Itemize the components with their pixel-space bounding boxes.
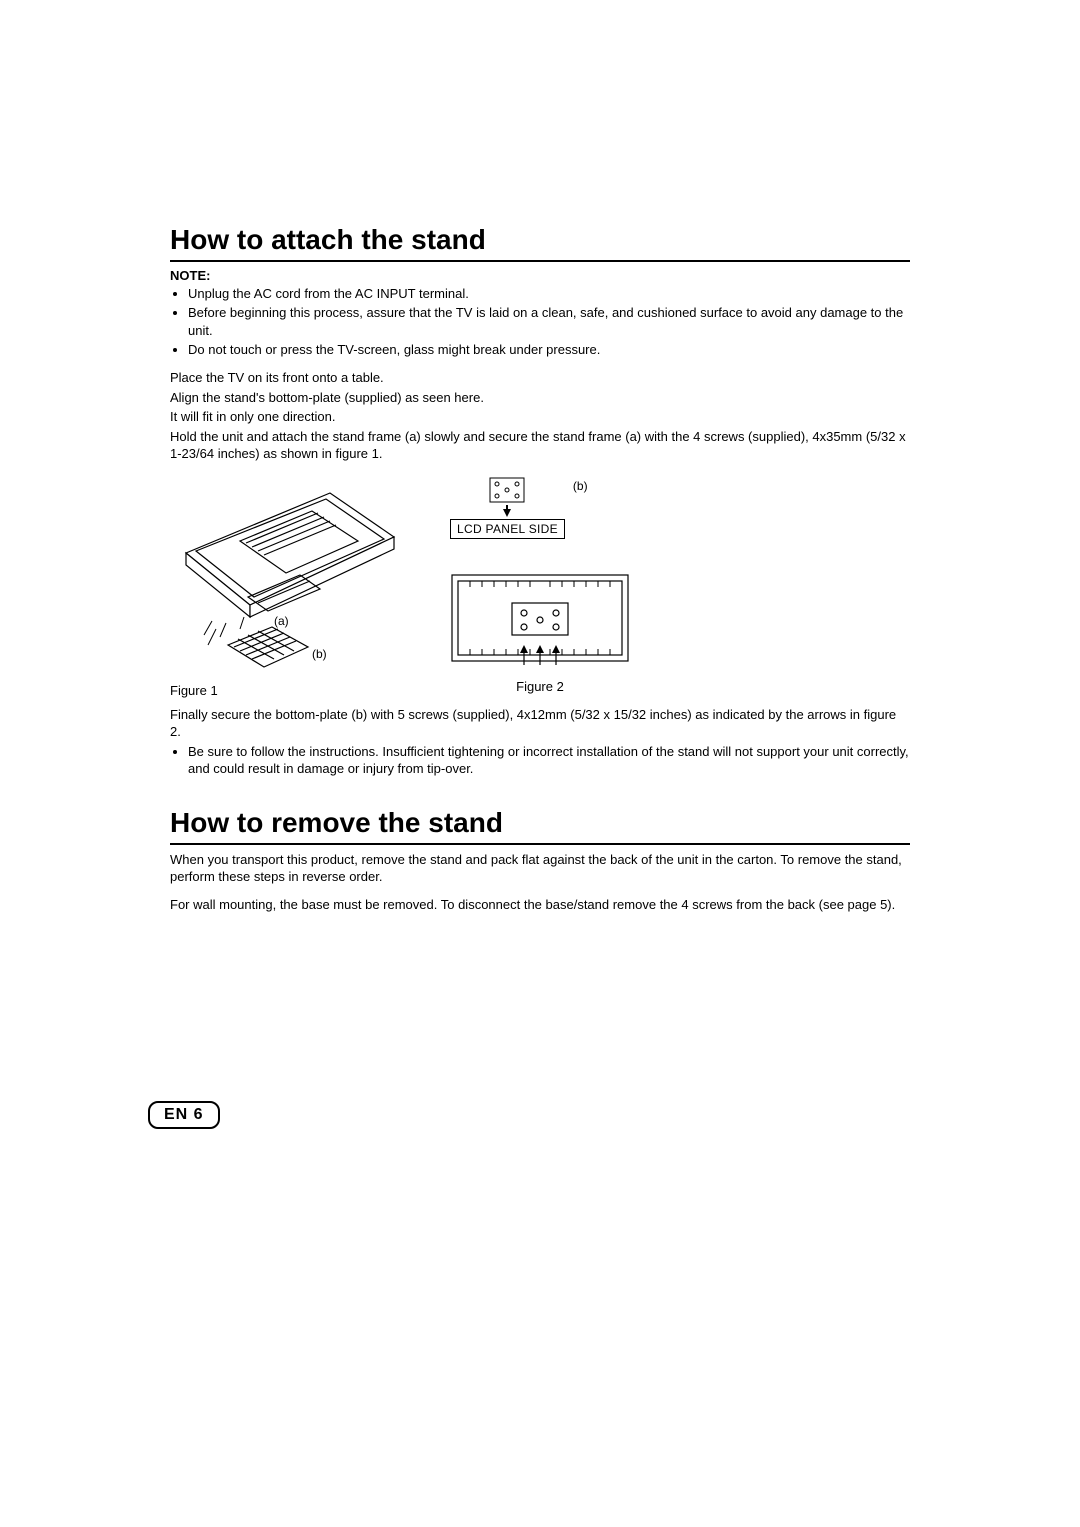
body-text: For wall mounting, the base must be remo… <box>170 896 910 914</box>
manual-page: How to attach the stand NOTE: Unplug the… <box>0 0 1080 913</box>
remove-heading: How to remove the stand <box>170 808 910 845</box>
note-item: Do not touch or press the TV-screen, gla… <box>188 341 910 359</box>
figure-2-marker-b: (b) <box>573 479 588 493</box>
page-number-badge: EN 6 <box>148 1101 220 1129</box>
bottom-plate-icon <box>489 477 525 503</box>
figure-2-caption: Figure 2 <box>516 679 564 694</box>
arrow-down-icon <box>503 505 511 517</box>
figure-1-marker-b: (b) <box>312 647 327 661</box>
figures-row: (a) (b) Figure 1 <box>170 477 910 698</box>
body-text: Finally secure the bottom-plate (b) with… <box>170 706 910 741</box>
figure-2-svg <box>450 573 630 673</box>
body-text: It will fit in only one direction. <box>170 408 910 426</box>
post-notes: Be sure to follow the instructions. Insu… <box>170 743 910 778</box>
note-item: Before beginning this process, assure th… <box>188 304 910 339</box>
figure-1: (a) (b) Figure 1 <box>170 477 400 698</box>
lcd-panel-side-label: LCD PANEL SIDE <box>450 519 565 539</box>
note-item: Be sure to follow the instructions. Insu… <box>188 743 910 778</box>
note-label: NOTE: <box>170 268 910 283</box>
body-text: Hold the unit and attach the stand frame… <box>170 428 910 463</box>
note-list: Unplug the AC cord from the AC INPUT ter… <box>170 285 910 359</box>
attach-heading: How to attach the stand <box>170 225 910 262</box>
figure-1-svg <box>170 477 400 677</box>
body-text: Align the stand's bottom-plate (supplied… <box>170 389 910 407</box>
figure-1-marker-a: (a) <box>274 614 289 628</box>
figure-2: LCD PANEL SIDE (b) <box>450 477 630 694</box>
figure-1-caption: Figure 1 <box>170 683 218 698</box>
note-item: Unplug the AC cord from the AC INPUT ter… <box>188 285 910 303</box>
body-text: When you transport this product, remove … <box>170 851 910 886</box>
body-text: Place the TV on its front onto a table. <box>170 369 910 387</box>
